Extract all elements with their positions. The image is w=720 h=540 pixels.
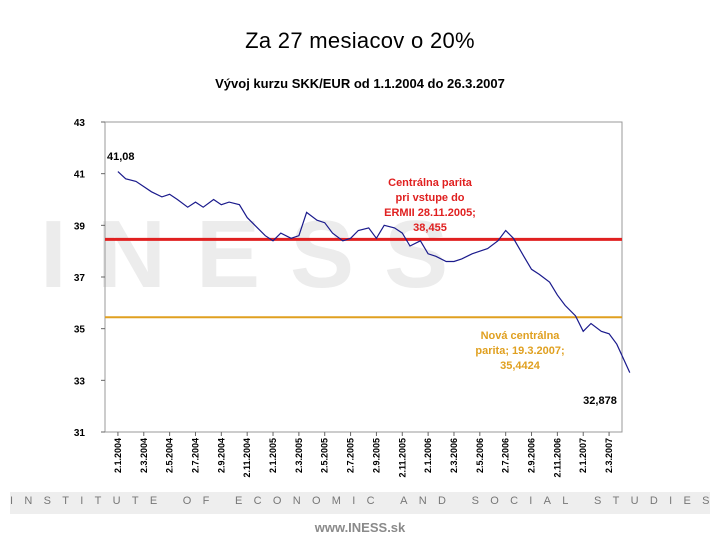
annotation-central-parity: pri vstupe do	[395, 192, 464, 204]
x-tick-label: 2.1.2006	[423, 438, 433, 473]
y-tick-label: 33	[74, 376, 86, 387]
footer-letter: M	[331, 495, 341, 507]
x-tick-label: 2.11.2004	[242, 438, 252, 478]
footer-letter: F	[202, 495, 210, 507]
footer-letter: I	[529, 495, 533, 507]
x-tick-label: 2.11.2006	[552, 438, 562, 478]
footer-letter: O	[490, 495, 499, 507]
x-tick-label: 2.11.2005	[397, 438, 407, 478]
x-tick-label: 2.5.2004	[165, 438, 175, 473]
y-tick-label: 39	[74, 221, 86, 232]
x-tick-label: 2.7.2006	[501, 438, 511, 473]
x-tick-label: 2.9.2004	[216, 438, 226, 473]
footer-letter: D	[649, 495, 658, 507]
footer-letter: I	[669, 495, 673, 507]
footer-letter	[168, 495, 171, 507]
footer-letter: N	[418, 495, 427, 507]
footer-letter: A	[400, 495, 408, 507]
x-tick-label: 2.3.2007	[604, 438, 614, 473]
footer-letter: U	[112, 495, 121, 507]
footer-letter: T	[131, 495, 139, 507]
footer-letter: I	[80, 495, 84, 507]
x-tick-label: 2.1.2005	[268, 438, 278, 473]
x-tick-label: 2.7.2004	[190, 438, 200, 473]
footer-letter	[457, 495, 460, 507]
footer-letter: U	[630, 495, 639, 507]
footer-letter: E	[235, 495, 243, 507]
footer-letter: D	[438, 495, 446, 507]
plot-area	[104, 121, 623, 433]
footer-letter: O	[182, 495, 192, 507]
footer-letter: S	[702, 495, 710, 507]
footer-letter	[221, 495, 224, 507]
x-tick-label: 2.9.2005	[371, 438, 381, 473]
footer-letter: T	[612, 495, 620, 507]
annotation-central-parity: ERMII 28.11.2005;	[384, 207, 476, 219]
footer-letter: C	[366, 495, 375, 507]
y-tick-label: 43	[74, 118, 86, 129]
x-tick-label: 2.3.2006	[449, 438, 459, 473]
footer-letter: O	[272, 495, 282, 507]
footer-letter: T	[94, 495, 102, 507]
x-tick-label: 2.3.2004	[139, 438, 149, 473]
footer-letter: O	[311, 495, 321, 507]
chart-title: Vývoj kurzu SKK/EUR od 1.1.2004 do 26.3.…	[215, 76, 505, 91]
x-tick-label: 2.9.2006	[527, 438, 537, 473]
footer-letter: I	[10, 495, 14, 507]
annotation-central-parity: 38,455	[413, 222, 447, 234]
footer-letter: A	[543, 495, 551, 507]
footer-letter: C	[253, 495, 262, 507]
footer-letter: N	[292, 495, 301, 507]
footer-letter: N	[24, 495, 33, 507]
footer-letter: S	[594, 495, 602, 507]
y-tick-label: 31	[74, 428, 86, 439]
annotation-new-central-parity: parita; 19.3.2007;	[475, 345, 564, 357]
exchange-rate-chart: 31 33 35 37 39 41 43 2.1.2004 2.3.2004 2.5.2004 2.…	[74, 118, 631, 478]
x-tick-label: 2.1.2004	[113, 438, 123, 473]
footer-letter: L	[562, 495, 569, 507]
footer-letter: E	[149, 495, 158, 507]
watermark-logo: INESS	[40, 201, 479, 308]
annotation-start-value: 41,08	[107, 151, 135, 163]
y-tick-label: 37	[74, 273, 86, 284]
footer-letter: S	[43, 495, 51, 507]
footer-letter	[386, 495, 389, 507]
x-tick-label: 2.5.2006	[475, 438, 485, 473]
x-tick-label: 2.3.2005	[294, 438, 304, 473]
series-line	[117, 171, 631, 373]
annotation-central-parity: Centrálna parita	[388, 177, 473, 189]
footer-letter: C	[510, 495, 519, 507]
footer-bar	[10, 492, 710, 514]
footer-letter: E	[683, 495, 691, 507]
annotation-new-central-parity: Nová centrálna	[481, 330, 561, 342]
footer-url: www.INESS.sk	[314, 520, 406, 535]
x-tick-label: 2.5.2005	[320, 438, 330, 473]
y-tick-label: 41	[74, 170, 86, 181]
y-tick-label: 35	[74, 325, 86, 336]
footer-letter: S	[471, 495, 479, 507]
footer-letter: T	[62, 495, 69, 507]
footer-letter	[580, 495, 583, 507]
annotation-new-central-parity: 35,4424	[500, 360, 541, 372]
annotation-end-value: 32,878	[583, 395, 617, 407]
x-tick-label: 2.7.2005	[346, 438, 356, 473]
slide-title: Za 27 mesiacov o 20%	[245, 28, 475, 53]
footer-letter: I	[352, 495, 356, 507]
x-tick-label: 2.1.2007	[578, 438, 588, 473]
